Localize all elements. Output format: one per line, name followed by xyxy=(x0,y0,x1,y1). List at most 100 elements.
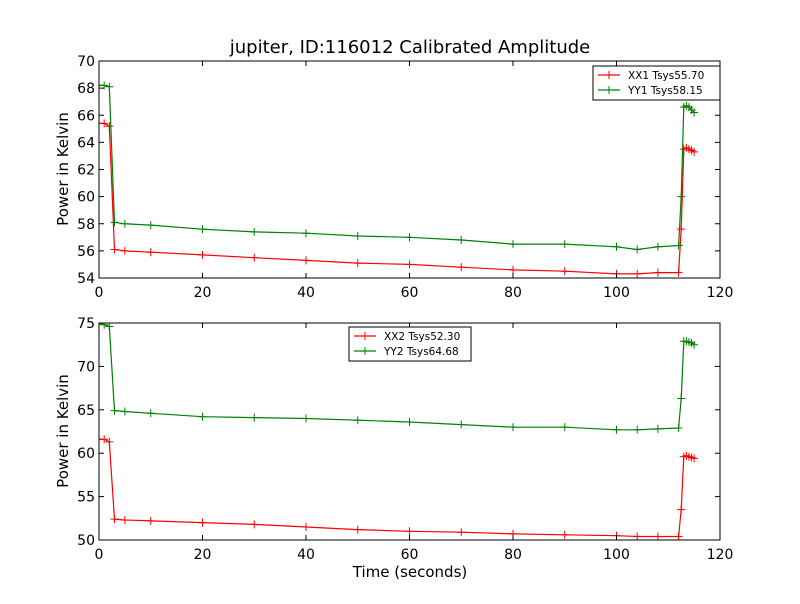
top-series-xx1 xyxy=(99,119,699,278)
top-data-point xyxy=(633,269,642,278)
bottom-legend-box xyxy=(348,326,472,362)
top-chart-title: jupiter, ID:116012 Calibrated Amplitude xyxy=(229,37,590,58)
bottom-data-point xyxy=(110,515,119,524)
top-xtick-label: 0 xyxy=(95,285,104,301)
top-legend-label: YY1 Tsys58.15 xyxy=(627,85,703,97)
top-ytick-label: 58 xyxy=(77,217,95,233)
top-data-point xyxy=(353,231,362,240)
top-data-point xyxy=(690,147,699,156)
top-data-point xyxy=(120,246,129,255)
bottom-ytick-label: 70 xyxy=(77,359,95,375)
bottom-data-point xyxy=(509,423,517,432)
bottom-data-point xyxy=(146,516,155,525)
bottom-data-point xyxy=(674,532,683,540)
top-chart: 0 20 40 60 80 100 120 54 56 58 60 62 64 66 68 70 XX1 Tsy… xyxy=(77,54,733,301)
bottom-chart: 0 20 40 60 80 100 120 50 55 60 65 70 75 XX2 Tsys52.30… xyxy=(77,316,733,563)
top-data-point xyxy=(677,192,686,201)
bottom-xtick-label: 40 xyxy=(297,547,315,563)
top-xtick-label: 80 xyxy=(504,285,522,301)
top-xtick-label: 60 xyxy=(401,285,419,301)
top-data-point xyxy=(509,265,517,274)
top-data-point xyxy=(560,267,569,276)
top-data-point xyxy=(457,236,466,245)
bottom-data-point xyxy=(633,532,642,540)
top-series-yy1 xyxy=(99,81,699,254)
top-data-point xyxy=(674,241,683,250)
top-data-point xyxy=(100,81,109,90)
bottom-data-point xyxy=(198,412,207,421)
top-ytick-label: 70 xyxy=(77,54,95,70)
top-data-point xyxy=(405,260,414,269)
top-xtick-label: 100 xyxy=(603,285,630,301)
top-ytick-label: 64 xyxy=(77,135,95,151)
bottom-data-point xyxy=(146,409,155,418)
bottom-legend-label: XX2 Tsys52.30 xyxy=(384,331,460,343)
bottom-series-xx2 xyxy=(99,435,699,540)
bottom-data-point xyxy=(250,520,259,529)
top-ytick-label: 56 xyxy=(77,244,95,260)
top-data-point xyxy=(250,227,259,236)
bottom-data-point xyxy=(457,528,466,537)
bottom-data-point xyxy=(653,424,662,433)
bottom-data-point xyxy=(105,323,114,331)
bottom-ytick-label: 50 xyxy=(77,533,95,549)
bottom-data-point xyxy=(99,323,103,328)
top-legend-label: XX1 Tsys55.70 xyxy=(628,70,704,82)
bottom-data-point xyxy=(690,340,699,349)
bottom-legend-label: YY2 Tsys64.68 xyxy=(383,346,459,358)
top-data-point xyxy=(302,256,310,265)
top-data-point xyxy=(509,240,517,249)
bottom-ytick-label: 65 xyxy=(77,403,95,419)
top-data-point xyxy=(677,225,686,234)
top-data-point xyxy=(653,268,662,277)
top-data-point xyxy=(674,268,683,277)
bottom-data-point xyxy=(120,516,129,525)
top-legend-marker xyxy=(605,71,613,79)
bottom-data-point xyxy=(120,407,129,416)
top-data-point xyxy=(302,229,310,238)
top-data-point xyxy=(105,82,114,91)
bottom-data-point xyxy=(690,454,699,463)
top-ytick-label: 68 xyxy=(77,81,95,97)
bottom-legend: XX2 Tsys52.30 YY2 Tsys64.68 xyxy=(348,326,472,362)
top-data-point xyxy=(198,225,207,234)
bottom-legend-marker xyxy=(361,347,369,355)
bottom-data-point xyxy=(677,394,686,403)
bottom-xtick-label: 20 xyxy=(194,547,212,563)
bottom-xtick-label: 120 xyxy=(707,547,734,563)
bottom-data-point xyxy=(405,527,414,536)
bottom-ytick-label: 75 xyxy=(77,316,95,332)
bottom-data-point xyxy=(100,323,109,329)
bottom-data-point xyxy=(353,416,362,425)
bottom-data-point xyxy=(110,406,119,415)
bottom-xtick-label: 60 xyxy=(401,547,419,563)
bottom-data-point xyxy=(560,530,569,539)
bottom-xtick-label: 0 xyxy=(95,547,104,563)
top-data-point xyxy=(690,108,699,117)
bottom-data-point xyxy=(302,414,310,423)
top-data-point xyxy=(633,245,642,254)
bottom-chart-ylabel: Power in Kelvin xyxy=(54,374,72,488)
top-data-point xyxy=(405,233,414,242)
bottom-series-yy2 xyxy=(99,323,699,434)
top-ytick-label: 54 xyxy=(77,271,95,287)
bottom-data-point xyxy=(302,522,310,531)
bottom-legend-marker xyxy=(361,332,369,340)
top-data-point xyxy=(198,250,207,259)
top-data-point xyxy=(120,219,129,228)
bottom-data-point xyxy=(653,532,662,540)
bottom-data-point xyxy=(198,518,207,527)
bottom-data-point xyxy=(674,424,683,433)
top-data-point xyxy=(110,245,119,254)
top-data-point xyxy=(146,221,155,230)
bottom-ytick-label: 60 xyxy=(77,446,95,462)
bottom-data-point xyxy=(457,420,466,429)
top-legend-box xyxy=(592,65,721,101)
top-data-point xyxy=(146,248,155,257)
top-data-point xyxy=(560,240,569,249)
top-data-point xyxy=(110,218,119,227)
top-ytick-label: 62 xyxy=(77,163,95,179)
bottom-xtick-label: 100 xyxy=(603,547,630,563)
bottom-data-point xyxy=(250,413,259,422)
